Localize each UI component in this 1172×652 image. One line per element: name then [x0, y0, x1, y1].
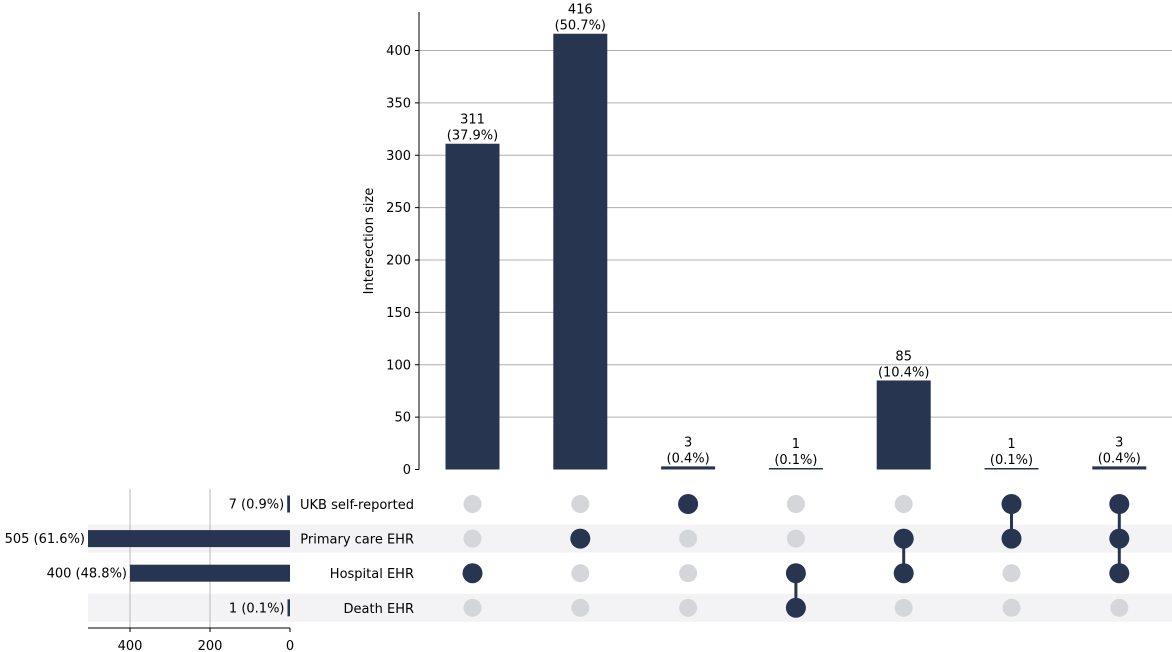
intersection-bar: [445, 143, 500, 470]
membership-dot-inactive: [463, 598, 482, 617]
membership-matrix: [462, 494, 1130, 618]
y-tick-label: 350: [386, 96, 411, 111]
bar-value-label: 416: [568, 3, 593, 18]
set-size-labels: 7 (0.9%) 505 (61.6%) 400 (48.8%) 1 (0.1%): [5, 498, 285, 617]
membership-dot-inactive: [1002, 564, 1021, 583]
y-tick-label: 150: [386, 306, 411, 321]
membership-dot-active: [785, 597, 806, 618]
y-tick-label: 250: [386, 201, 411, 216]
membership-dot-active: [1109, 563, 1130, 584]
bar-value-label: 311: [460, 113, 485, 128]
bar-percent-label: (0.4%): [667, 451, 710, 466]
membership-dot-active: [893, 563, 914, 584]
membership-dot-inactive: [786, 495, 805, 513]
bar-percent-label: (37.9%): [447, 129, 498, 144]
membership-dot-active: [1001, 528, 1022, 549]
bar-value-label: 85: [895, 349, 912, 364]
set-size-tick-label: 0: [286, 639, 294, 652]
membership-dot-active: [462, 563, 483, 584]
set-label: Hospital EHR: [330, 567, 414, 582]
y-tick-label: 50: [394, 411, 411, 426]
bar-value-label: 1: [792, 437, 800, 452]
set-label: UKB self-reported: [300, 498, 414, 513]
set-size-gridlines: [129, 489, 211, 628]
bar-value-label: 3: [1115, 435, 1123, 450]
set-size-bar: [130, 564, 290, 582]
set-size-bars: [88, 495, 290, 617]
intersection-bar: [876, 380, 931, 470]
set-size-bar: [287, 599, 290, 617]
intersection-bar: [553, 33, 608, 470]
set-label: Primary care EHR: [300, 533, 414, 548]
bar-value-label: 1: [1007, 437, 1015, 452]
set-label: Death EHR: [344, 602, 414, 617]
set-size-bar: [287, 495, 290, 513]
y-tick-label: 300: [386, 149, 411, 164]
set-size-axis: 400 200 0: [88, 627, 294, 652]
membership-dot-active: [678, 494, 699, 514]
set-size-tick-label: 200: [198, 639, 223, 652]
membership-dot-inactive: [571, 495, 590, 513]
membership-dot-inactive: [679, 529, 698, 548]
bar-percent-label: (0.1%): [774, 453, 817, 468]
membership-dot-inactive: [571, 598, 590, 617]
membership-dot-inactive: [1110, 598, 1129, 617]
intersection-bars: [445, 33, 1147, 470]
membership-dot-active: [785, 563, 806, 584]
bar-percent-label: (0.4%): [1098, 451, 1141, 466]
membership-dot-inactive: [679, 564, 698, 583]
y-tick-label: 400: [386, 44, 411, 59]
row-stripe: [88, 593, 1172, 622]
y-gridlines: [419, 50, 1172, 418]
set-size-tick-label: 400: [118, 639, 143, 652]
membership-dot-inactive: [786, 529, 805, 548]
intersection-bar: [984, 468, 1039, 470]
membership-dot-active: [893, 528, 914, 549]
membership-dot-active: [570, 528, 591, 549]
intersection-bar: [661, 466, 716, 470]
row-stripes: [88, 524, 1172, 622]
membership-dot-inactive: [463, 495, 482, 513]
y-tick-label: 200: [386, 254, 411, 269]
bar-percent-label: (50.7%): [555, 19, 606, 34]
set-size-bar: [88, 530, 290, 548]
bar-percent-label: (10.4%): [878, 365, 929, 380]
y-axis-label: Intersection size: [362, 188, 377, 295]
set-size-label: 1 (0.1%): [229, 601, 285, 616]
membership-dot-active: [1001, 494, 1022, 514]
y-tick-label: 100: [386, 358, 411, 373]
bar-value-label: 3: [684, 435, 692, 450]
membership-dot-active: [1109, 494, 1130, 514]
membership-dot-inactive: [894, 598, 913, 617]
bar-percent-label: (0.1%): [990, 453, 1033, 468]
membership-dot-active: [1109, 528, 1130, 549]
y-tick-label: 0: [403, 463, 411, 478]
set-size-label: 7 (0.9%): [229, 498, 285, 513]
set-labels: UKB self-reported Primary care EHR Hospita…: [300, 498, 414, 617]
membership-dot-inactive: [894, 495, 913, 513]
membership-dot-inactive: [571, 564, 590, 583]
membership-dot-inactive: [463, 529, 482, 548]
y-axis: 0 50 100 150 200 250 300 350 400: [386, 12, 420, 478]
intersection-bar: [1092, 466, 1147, 470]
set-size-label: 400 (48.8%): [47, 567, 127, 582]
intersection-bar-labels: 311(37.9%)416(50.7%)3(0.4%)1(0.1%)85(10.…: [447, 3, 1141, 468]
membership-dot-inactive: [679, 598, 698, 617]
set-size-label: 505 (61.6%): [5, 532, 85, 547]
intersection-bar: [768, 468, 823, 470]
membership-dot-inactive: [1002, 598, 1021, 617]
